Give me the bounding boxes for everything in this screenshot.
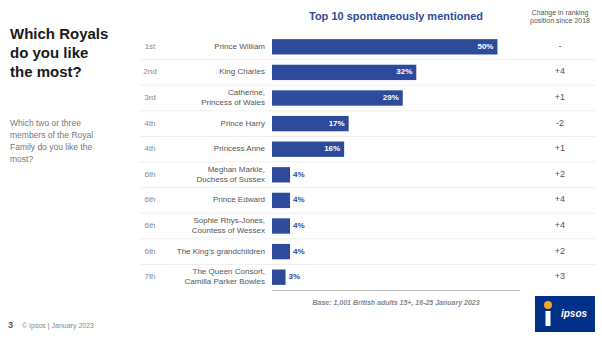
category-label: King Charles	[219, 68, 265, 77]
category-label: Meghan Markle,Duchess of Sussex	[197, 165, 265, 184]
change-label: +4	[555, 220, 565, 230]
bar	[272, 244, 290, 259]
bar	[272, 90, 403, 105]
category-label: Catherine,Princess of Wales	[201, 88, 265, 107]
data-label: 50%	[477, 42, 493, 51]
logo: ipsos	[535, 296, 595, 332]
rank-label: 1st	[145, 42, 156, 51]
row-separator	[140, 110, 595, 111]
row-separator	[140, 264, 595, 265]
rank-label: 4th	[144, 144, 155, 153]
data-label: 4%	[293, 247, 305, 256]
change-label: +4	[555, 67, 565, 77]
change-label: +2	[555, 169, 565, 179]
rank-label: 6th	[144, 170, 155, 179]
row-separator	[140, 162, 595, 163]
category-label: Prince Edward	[213, 196, 265, 205]
change-label: -2	[556, 118, 564, 128]
bar-labels: 50% 32% 29% 17% 16% 4% 4% 4% 4% 3%	[289, 42, 494, 281]
change-header: Change in rankingposition since 2018	[530, 9, 590, 26]
data-label: 4%	[293, 221, 305, 230]
data-label: 4%	[293, 196, 305, 205]
data-label: 16%	[324, 144, 340, 153]
data-label: 29%	[383, 93, 399, 102]
base-note: Base: 1,001 British adults 15+, 16-25 Ja…	[312, 299, 479, 307]
change-label: +2	[555, 246, 565, 256]
rank-label: 6th	[144, 196, 155, 205]
bar	[272, 142, 344, 157]
axis-line	[272, 290, 520, 291]
rank-label: 6th	[144, 221, 155, 230]
page-number: 3	[8, 320, 13, 330]
rank-label: 3rd	[144, 93, 156, 102]
category-label: Sophie Rhys-Jones,Countess of Wessex	[192, 216, 265, 235]
subtitle: Which two or threemembers of the RoyalFa…	[10, 118, 93, 164]
heading: Which Royalsdo you likethe most?	[10, 25, 108, 80]
bar	[272, 39, 497, 54]
row-separator	[140, 213, 595, 214]
bar	[272, 270, 286, 285]
category-label: Prince Harry	[221, 119, 265, 128]
data-label: 4%	[293, 170, 305, 179]
footer: © Ipsos | January 2023	[22, 322, 94, 330]
logo-dot	[544, 301, 552, 309]
title: Top 10 spontaneously mentioned	[309, 10, 483, 22]
chart: Which Royalsdo you likethe most? Which tw…	[0, 0, 602, 338]
bar	[272, 218, 290, 233]
rank-label: 4th	[144, 119, 155, 128]
category-label: Prince William	[214, 42, 265, 51]
data-label: 32%	[396, 68, 412, 77]
row-separator	[140, 85, 595, 86]
data-label: 17%	[329, 119, 345, 128]
bars	[272, 39, 497, 285]
rank-label: 2nd	[143, 68, 156, 77]
row-separator	[140, 59, 595, 60]
row-separator	[140, 187, 595, 188]
bar	[272, 65, 416, 80]
row-separator	[140, 136, 595, 137]
logo-text: ipsos	[561, 308, 588, 319]
category-label: The King's grandchildren	[177, 247, 265, 256]
change-label: +3	[555, 272, 565, 282]
bar	[272, 116, 349, 131]
data-label: 3%	[289, 272, 301, 281]
row-separator	[140, 238, 595, 239]
category-label: Princess Anne	[214, 144, 266, 153]
change-label: -	[559, 41, 562, 51]
category-label: The Queen Consort,Camilla Parker Bowles	[185, 268, 265, 287]
rank-label: 7th	[144, 272, 155, 281]
change-label: +1	[555, 92, 565, 102]
logo-box	[535, 296, 595, 332]
rank-label: 6th	[144, 247, 155, 256]
bar	[272, 193, 290, 208]
logo-stem	[546, 311, 551, 326]
bar	[272, 167, 290, 182]
change-label: +4	[555, 195, 565, 205]
change-label: +1	[555, 144, 565, 154]
